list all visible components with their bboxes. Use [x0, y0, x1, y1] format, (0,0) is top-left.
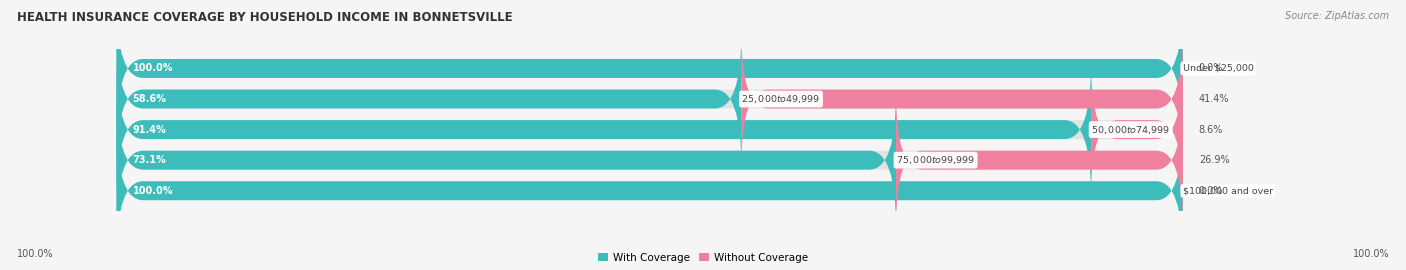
FancyBboxPatch shape: [741, 32, 1182, 166]
FancyBboxPatch shape: [117, 2, 1182, 136]
Text: 91.4%: 91.4%: [132, 124, 166, 135]
Text: $100,000 and over: $100,000 and over: [1182, 186, 1272, 195]
FancyBboxPatch shape: [117, 63, 1182, 197]
FancyBboxPatch shape: [117, 93, 1182, 227]
FancyBboxPatch shape: [117, 93, 896, 227]
FancyBboxPatch shape: [117, 32, 1182, 166]
Text: $75,000 to $99,999: $75,000 to $99,999: [896, 154, 976, 166]
Text: 100.0%: 100.0%: [132, 186, 173, 196]
Text: 0.0%: 0.0%: [1199, 186, 1223, 196]
Text: 73.1%: 73.1%: [132, 155, 166, 165]
Text: 58.6%: 58.6%: [132, 94, 166, 104]
Text: Under $25,000: Under $25,000: [1182, 64, 1254, 73]
Text: 100.0%: 100.0%: [17, 249, 53, 259]
Text: Source: ZipAtlas.com: Source: ZipAtlas.com: [1285, 11, 1389, 21]
Text: HEALTH INSURANCE COVERAGE BY HOUSEHOLD INCOME IN BONNETSVILLE: HEALTH INSURANCE COVERAGE BY HOUSEHOLD I…: [17, 11, 513, 24]
Text: 8.6%: 8.6%: [1199, 124, 1223, 135]
FancyBboxPatch shape: [117, 124, 1182, 258]
Legend: With Coverage, Without Coverage: With Coverage, Without Coverage: [593, 249, 813, 267]
Text: 0.0%: 0.0%: [1199, 63, 1223, 73]
Text: $25,000 to $49,999: $25,000 to $49,999: [741, 93, 821, 105]
Text: 100.0%: 100.0%: [132, 63, 173, 73]
FancyBboxPatch shape: [117, 2, 1182, 136]
Text: 26.9%: 26.9%: [1199, 155, 1229, 165]
FancyBboxPatch shape: [117, 124, 1182, 258]
FancyBboxPatch shape: [117, 63, 1091, 197]
FancyBboxPatch shape: [896, 93, 1182, 227]
FancyBboxPatch shape: [117, 32, 741, 166]
Text: 100.0%: 100.0%: [1353, 249, 1389, 259]
Text: $50,000 to $74,999: $50,000 to $74,999: [1091, 124, 1170, 136]
Text: 41.4%: 41.4%: [1199, 94, 1229, 104]
FancyBboxPatch shape: [1091, 63, 1182, 197]
